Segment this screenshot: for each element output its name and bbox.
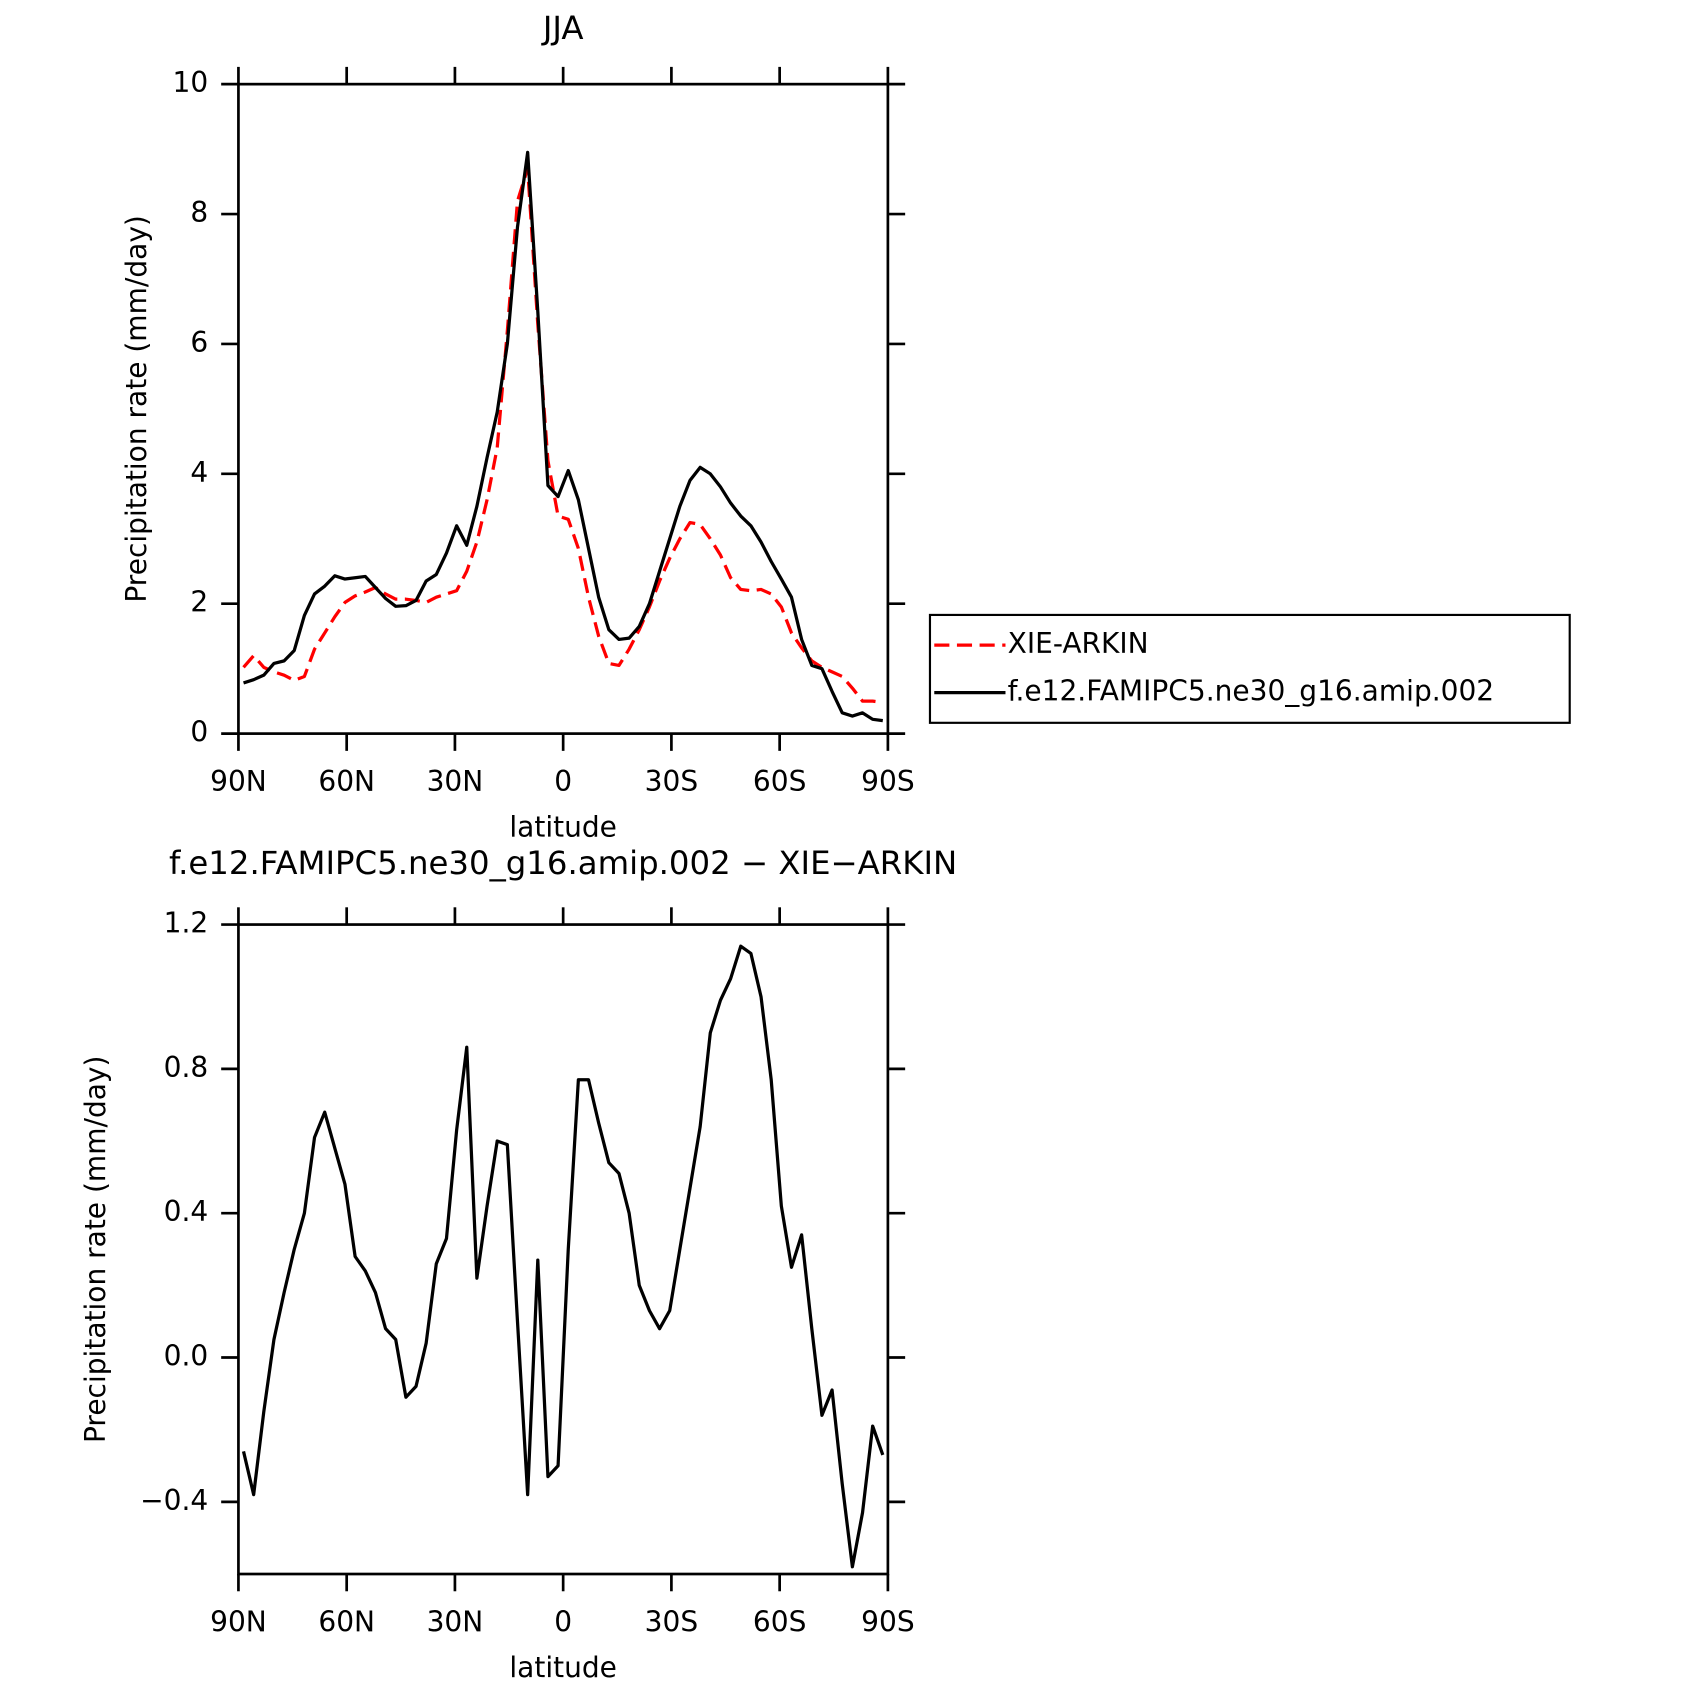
x-tick-label: 90N (210, 765, 267, 798)
x-tick-label: 60N (318, 765, 375, 798)
y-tick-label: 8 (190, 196, 208, 229)
x-tick-label: 0 (554, 1606, 572, 1639)
chart-title: f.e12.FAMIPC5.ne30_g16.amip.002 − XIE−AR… (169, 844, 957, 882)
y-tick-label: 1.2 (164, 907, 209, 940)
x-tick-label: 60S (753, 765, 806, 798)
data-line (242, 166, 884, 705)
plot-frame (237, 923, 890, 1576)
y-axis-label: Precipitation rate (mm/day) (120, 215, 153, 602)
x-tick-label: 60N (318, 1606, 375, 1639)
x-tick-label: 90S (861, 1606, 914, 1639)
x-tick-label: 0 (554, 765, 572, 798)
chart-title: JJA (541, 9, 584, 47)
plot-frame (237, 82, 890, 735)
x-axis-label: latitude (509, 1651, 617, 1684)
x-tick-label: 30S (645, 765, 698, 798)
y-tick-label: 0.0 (164, 1340, 209, 1373)
x-tick-label: 30N (427, 1606, 484, 1639)
y-tick-label: 6 (190, 326, 208, 359)
legend-label: XIE-ARKIN (1008, 627, 1149, 660)
y-tick-label: 0.4 (164, 1195, 209, 1228)
x-tick-label: 30N (427, 765, 484, 798)
x-tick-label: 90S (861, 765, 914, 798)
x-tick-label: 60S (753, 1606, 806, 1639)
x-tick-label: 30S (645, 1606, 698, 1639)
y-tick-label: 10 (173, 66, 209, 99)
y-tick-label: 0 (190, 716, 208, 749)
data-line (241, 944, 885, 1569)
legend-label: f.e12.FAMIPC5.ne30_g16.amip.002 (1008, 675, 1495, 708)
y-tick-label: −0.4 (140, 1484, 208, 1517)
y-tick-label: 4 (190, 456, 208, 489)
y-axis-label: Precipitation rate (mm/day) (79, 1056, 112, 1443)
x-tick-label: 90N (210, 1606, 267, 1639)
x-axis-label: latitude (509, 811, 617, 844)
data-line (243, 150, 884, 723)
legend-box (928, 613, 1571, 724)
y-tick-label: 0.8 (164, 1051, 209, 1084)
y-tick-label: 2 (190, 586, 208, 619)
